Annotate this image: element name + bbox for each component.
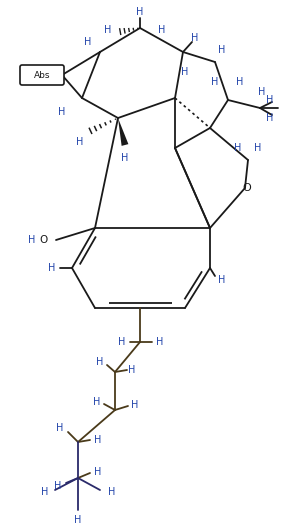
Text: H: H xyxy=(118,337,126,347)
Text: H: H xyxy=(108,487,116,497)
Text: H: H xyxy=(56,423,64,433)
Text: O: O xyxy=(243,183,251,193)
FancyBboxPatch shape xyxy=(20,65,64,85)
Text: H: H xyxy=(76,137,84,147)
Text: H: H xyxy=(28,235,36,245)
Text: H: H xyxy=(266,95,274,105)
Text: H: H xyxy=(128,365,136,375)
Text: H: H xyxy=(96,357,104,367)
Text: H: H xyxy=(93,397,101,407)
Text: H: H xyxy=(54,481,62,491)
Text: H: H xyxy=(236,77,244,87)
Text: H: H xyxy=(234,143,242,153)
Text: H: H xyxy=(104,25,112,35)
Text: H: H xyxy=(94,467,102,477)
Text: H: H xyxy=(74,515,82,525)
Text: H: H xyxy=(156,337,164,347)
Text: H: H xyxy=(218,45,226,55)
Text: H: H xyxy=(41,487,49,497)
Text: O: O xyxy=(40,235,48,245)
Text: H: H xyxy=(131,400,139,410)
Text: H: H xyxy=(218,275,226,285)
Text: H: H xyxy=(121,153,129,163)
Text: H: H xyxy=(211,77,219,87)
Text: H: H xyxy=(48,263,56,273)
Text: H: H xyxy=(158,25,166,35)
Text: Abs: Abs xyxy=(34,70,50,79)
Text: H: H xyxy=(258,87,266,97)
Text: H: H xyxy=(266,113,274,123)
Text: H: H xyxy=(136,7,144,17)
Text: H: H xyxy=(191,33,199,43)
Text: H: H xyxy=(94,435,102,445)
Text: H: H xyxy=(58,107,66,117)
Text: H: H xyxy=(254,143,262,153)
Polygon shape xyxy=(118,118,128,146)
Text: H: H xyxy=(181,67,189,77)
Text: H: H xyxy=(84,37,92,47)
